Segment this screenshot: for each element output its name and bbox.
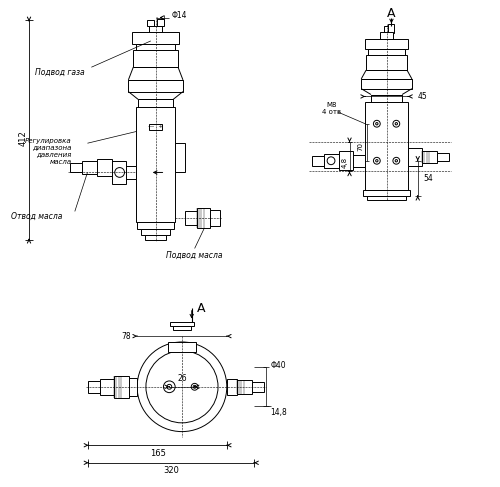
Bar [324, 154, 339, 168]
Circle shape [193, 385, 196, 388]
Bar [97, 159, 112, 176]
Bar [147, 20, 154, 26]
Bar [128, 80, 183, 92]
Circle shape [146, 351, 218, 423]
Bar [252, 382, 264, 392]
Bar [408, 148, 422, 166]
Bar [138, 99, 173, 107]
Bar [141, 229, 171, 235]
Text: 45: 45 [418, 92, 428, 101]
Bar [354, 155, 365, 167]
Bar [130, 378, 137, 395]
Bar [422, 151, 437, 163]
Circle shape [164, 381, 175, 393]
Text: 320: 320 [164, 466, 179, 475]
Text: A: A [196, 302, 205, 316]
Text: —  +: — + [148, 124, 164, 129]
Circle shape [393, 157, 400, 164]
Bar [70, 163, 82, 172]
Circle shape [167, 384, 172, 389]
Bar [210, 210, 220, 226]
Text: 26: 26 [177, 375, 187, 383]
Circle shape [327, 157, 335, 165]
Bar [227, 379, 236, 394]
Bar [156, 19, 164, 26]
Bar [149, 124, 162, 130]
Bar [175, 143, 185, 172]
Bar [185, 211, 196, 225]
Bar [363, 190, 410, 196]
Bar [365, 39, 408, 49]
Bar [361, 79, 412, 89]
Bar [149, 26, 162, 32]
Text: 78: 78 [122, 332, 132, 340]
Circle shape [393, 120, 400, 127]
Circle shape [376, 123, 378, 125]
Bar [168, 342, 196, 352]
Bar [132, 32, 179, 44]
Circle shape [114, 168, 124, 177]
Bar [388, 24, 394, 33]
Circle shape [395, 123, 398, 125]
Circle shape [395, 160, 398, 162]
Text: A: A [387, 7, 396, 20]
Bar [339, 151, 353, 170]
Text: 165: 165 [150, 449, 166, 458]
Bar [145, 235, 167, 240]
Text: Отвод масла: Отвод масла [11, 212, 62, 221]
Circle shape [191, 383, 198, 390]
Text: 4,8: 4,8 [342, 157, 347, 168]
Bar [384, 26, 388, 32]
Bar [114, 376, 130, 397]
Bar [170, 321, 194, 326]
Bar [126, 166, 136, 179]
Bar [236, 380, 252, 393]
Text: Φ14: Φ14 [172, 11, 187, 20]
Bar [380, 32, 394, 39]
Bar [196, 208, 210, 228]
Text: 54: 54 [424, 174, 434, 183]
Bar [312, 156, 324, 166]
Circle shape [374, 120, 380, 127]
Bar [367, 196, 406, 200]
Text: 70: 70 [358, 142, 364, 151]
Text: M8
4 отв: M8 4 отв [322, 102, 342, 114]
Bar [134, 50, 178, 67]
Bar [136, 107, 175, 222]
Text: Подвод газа: Подвод газа [35, 68, 84, 76]
Circle shape [137, 342, 227, 431]
Text: Регулировка
диапазона
давления
масла: Регулировка диапазона давления масла [26, 137, 72, 165]
Bar [366, 55, 407, 70]
Bar [100, 379, 114, 394]
Bar [82, 161, 97, 174]
Bar [136, 44, 175, 50]
Bar [371, 94, 402, 102]
Circle shape [376, 160, 378, 162]
Text: Подвод масла: Подвод масла [166, 251, 223, 260]
Bar [88, 381, 100, 393]
Text: 412: 412 [18, 130, 28, 146]
Bar [437, 153, 449, 161]
Bar [365, 102, 408, 190]
Bar [112, 161, 126, 184]
Bar [368, 49, 405, 55]
Bar [137, 222, 174, 229]
Text: Φ40: Φ40 [270, 361, 286, 370]
Text: 14,8: 14,8 [270, 408, 287, 417]
Circle shape [374, 157, 380, 164]
Bar [173, 326, 190, 330]
